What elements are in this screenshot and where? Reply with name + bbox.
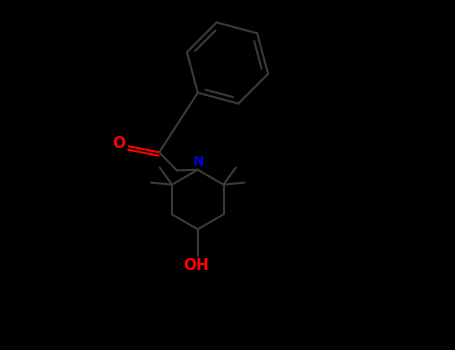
Text: N: N <box>192 155 204 169</box>
Text: O: O <box>112 136 125 151</box>
Text: OH: OH <box>183 258 209 273</box>
